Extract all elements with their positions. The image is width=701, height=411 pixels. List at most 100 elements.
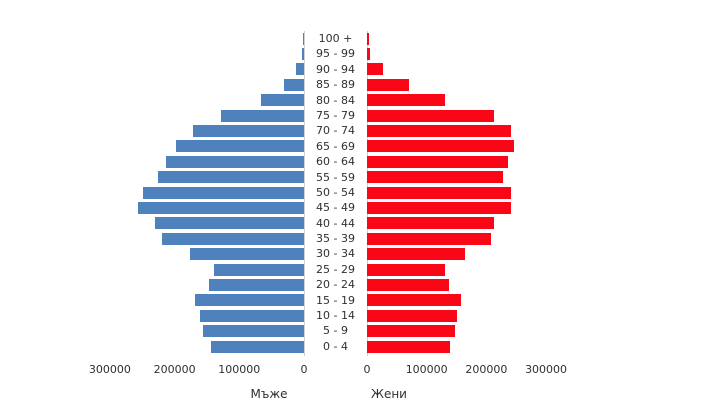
pyramid-row: 35 - 39	[40, 231, 635, 246]
men-bar-cell	[40, 339, 304, 354]
age-group-label: 60 - 64	[316, 155, 355, 169]
pyramid-row: 30 - 34	[40, 246, 635, 261]
women-bar-cell	[367, 93, 635, 108]
women-bar	[367, 140, 514, 153]
age-group-label: 35 - 39	[316, 232, 355, 246]
men-bar-cell	[40, 93, 304, 108]
men-bar	[214, 263, 304, 276]
pyramid-row: 80 - 84	[40, 93, 635, 108]
men-bar	[302, 48, 304, 61]
men-axis-tick: 300000	[88, 363, 131, 376]
age-group-label: 70 - 74	[316, 124, 355, 138]
pyramid-row: 90 - 94	[40, 62, 635, 77]
age-group-label: 20 - 24	[316, 278, 355, 292]
women-bar-cell	[367, 323, 635, 338]
women-bar-cell	[367, 246, 635, 261]
age-group-label: 0 - 4	[323, 339, 348, 353]
pyramid-rows: 100 + 95 - 99 90 - 94 85 - 89 80 - 84 75 - 79…	[40, 31, 635, 354]
pyramid-row: 10 - 14	[40, 308, 635, 323]
women-bar-cell	[367, 231, 635, 246]
women-bar-cell	[367, 293, 635, 308]
pyramid-row: 100 +	[40, 31, 635, 46]
women-bar	[367, 171, 503, 184]
women-bar-cell	[367, 77, 635, 92]
pyramid-row: 40 - 44	[40, 216, 635, 231]
women-bar-cell	[367, 185, 635, 200]
men-bar	[221, 109, 304, 122]
women-bar	[367, 78, 409, 91]
men-bar-cell	[40, 123, 304, 138]
women-bar	[367, 155, 508, 168]
women-axis-tick: 0	[363, 363, 371, 376]
age-group-label: 50 - 54	[316, 185, 355, 199]
men-bar	[162, 232, 304, 245]
men-bar-cell	[40, 262, 304, 277]
women-bar-cell	[367, 170, 635, 185]
pyramid-row: 55 - 59	[40, 170, 635, 185]
men-bar	[143, 186, 304, 199]
age-group-label: 75 - 79	[316, 108, 355, 122]
women-bar-cell	[367, 216, 635, 231]
women-bar	[367, 309, 457, 322]
age-group-label: 25 - 29	[316, 262, 355, 276]
women-bar	[367, 217, 494, 230]
men-bar	[155, 217, 304, 230]
women-bar	[367, 63, 383, 76]
women-bar-cell	[367, 108, 635, 123]
pyramid-row: 0 - 4	[40, 339, 635, 354]
women-bar-cell	[367, 277, 635, 292]
men-bar-cell	[40, 46, 304, 61]
age-group-label: 85 - 89	[316, 78, 355, 92]
men-bar	[209, 278, 304, 291]
men-bar-cell	[40, 323, 304, 338]
pyramid-row: 5 - 9	[40, 323, 635, 338]
pyramid-row: 60 - 64	[40, 154, 635, 169]
men-bar	[211, 340, 304, 353]
men-bar	[138, 201, 304, 214]
women-bar	[367, 109, 494, 122]
age-group-label: 5 - 9	[323, 324, 348, 338]
women-bar-cell	[367, 200, 635, 215]
men-bar	[303, 32, 304, 45]
men-bar	[200, 309, 304, 322]
pyramid-row: 95 - 99	[40, 46, 635, 61]
men-zero-axis-line	[304, 31, 305, 356]
women-bar	[367, 294, 461, 307]
men-bar	[190, 248, 304, 261]
women-bar	[367, 325, 455, 338]
age-group-label: 65 - 69	[316, 139, 355, 153]
women-bar-cell	[367, 139, 635, 154]
men-bar	[193, 125, 304, 138]
men-bar-cell	[40, 200, 304, 215]
women-bar	[367, 186, 511, 199]
men-axis-title: Мъже	[250, 387, 288, 401]
age-group-label: 15 - 19	[316, 293, 355, 307]
men-bar	[203, 325, 304, 338]
women-bar	[367, 232, 491, 245]
men-bar-cell	[40, 185, 304, 200]
age-group-label: 95 - 99	[316, 47, 355, 61]
women-bar	[367, 48, 370, 61]
women-bar	[367, 201, 511, 214]
women-axis-tick: 300000	[525, 363, 568, 376]
men-bar-cell	[40, 77, 304, 92]
age-group-label: 30 - 34	[316, 247, 355, 261]
women-bar-cell	[367, 62, 635, 77]
pyramid-row: 20 - 24	[40, 277, 635, 292]
age-group-label: 55 - 59	[316, 170, 355, 184]
age-group-label: 80 - 84	[316, 93, 355, 107]
women-bar	[367, 278, 449, 291]
men-bar	[261, 94, 304, 107]
women-bar-cell	[367, 31, 635, 46]
men-bar-cell	[40, 216, 304, 231]
men-bar	[284, 78, 304, 91]
women-bar-cell	[367, 308, 635, 323]
men-bar-cell	[40, 62, 304, 77]
pyramid-row: 75 - 79	[40, 108, 635, 123]
men-bar	[195, 294, 304, 307]
men-bar-cell	[40, 246, 304, 261]
women-bar-cell	[367, 262, 635, 277]
men-bar-cell	[40, 231, 304, 246]
women-axis-tick: 200000	[465, 363, 508, 376]
